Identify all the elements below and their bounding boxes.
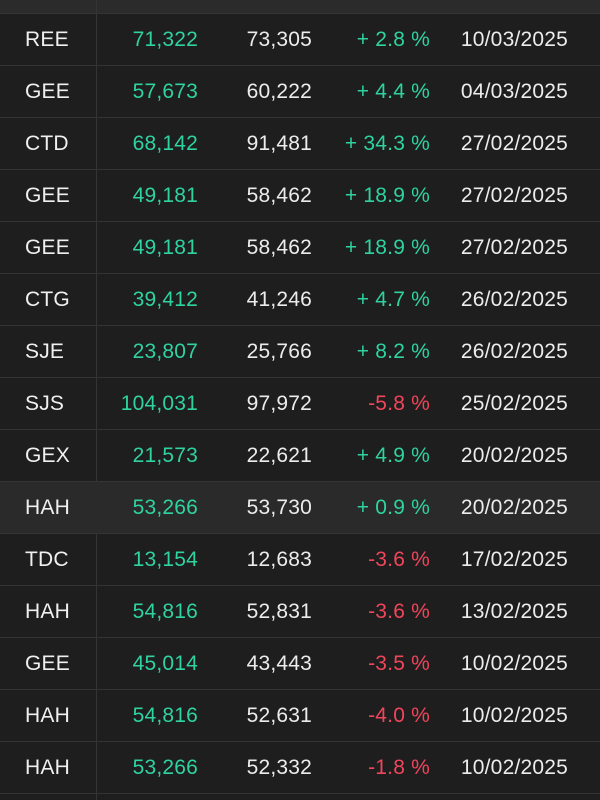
date-cell: 04/03/2025 [460,80,568,103]
date-cell: 26/02/2025 [460,340,568,363]
date-cell: 27/02/2025 [460,236,568,259]
entry-price-cell: 21,573 [132,444,198,467]
date-cell: 17/02/2025 [460,548,568,571]
change-percent-cell: + 4.7 % [356,288,430,311]
ticker-cell: HAH [25,600,70,623]
table-row[interactable]: SJS 104,031 97,972 -5.8 % 25/02/2025 [0,378,600,430]
date-cell: 10/02/2025 [460,652,568,675]
table-row[interactable]: HAH 53,266 52,332 -1.8 % 10/02/2025 [0,742,600,794]
date-cell: 20/02/2025 [460,496,568,519]
entry-price-cell: 68,142 [132,132,198,155]
entry-price-cell: 53,266 [132,496,198,519]
entry-price-cell: 104,031 [120,392,198,415]
table-row[interactable]: REE 71,322 73,305 + 2.8 % 10/03/2025 [0,14,600,66]
ticker-cell: GEE [25,184,70,207]
date-cell: 10/02/2025 [460,756,568,779]
entry-price-cell: 49,181 [132,236,198,259]
date-cell: 25/02/2025 [460,392,568,415]
entry-price-cell: 57,673 [132,80,198,103]
ticker-cell: HAH [25,756,70,779]
ticker-cell: GEE [25,80,70,103]
entry-price-cell: 71,322 [132,28,198,51]
change-percent-cell: + 8.2 % [356,340,430,363]
current-price-cell: 58,462 [246,236,312,259]
table-row[interactable]: SJE 23,807 25,766 + 8.2 % 26/02/2025 [0,326,600,378]
change-percent-cell: + 18.9 % [344,236,430,259]
table-row[interactable]: GEE 57,673 60,222 + 4.4 % 04/03/2025 [0,66,600,118]
change-percent-cell: + 4.9 % [356,444,430,467]
current-price-cell: 52,332 [246,756,312,779]
entry-price-cell: 45,014 [132,652,198,675]
current-price-cell: 52,631 [246,704,312,727]
table-row[interactable]: GEE 49,181 58,462 + 18.9 % 27/02/2025 [0,222,600,274]
ticker-cell: HAH [25,496,70,519]
table-row[interactable]: GEE 45,014 43,443 -3.5 % 10/02/2025 [0,638,600,690]
date-cell: 27/02/2025 [460,184,568,207]
ticker-cell: GEX [25,444,70,467]
ticker-cell: REE [25,28,69,51]
change-percent-cell: + 18.9 % [344,184,430,207]
ticker-cell: GEE [25,652,70,675]
current-price-cell: 25,766 [246,340,312,363]
change-percent-cell: -3.6 % [368,600,430,623]
entry-price-cell: 54,816 [132,600,198,623]
entry-price-cell: 23,807 [132,340,198,363]
date-cell: 27/02/2025 [460,132,568,155]
ticker-cell: HAH [25,704,70,727]
ticker-cell: CTG [25,288,70,311]
current-price-cell: 91,481 [246,132,312,155]
change-percent-cell: -3.6 % [368,548,430,571]
table-row[interactable]: HAH 53,266 53,730 + 0.9 % 20/02/2025 [0,482,600,534]
table-row[interactable]: GEX 21,573 22,621 + 4.9 % 20/02/2025 [0,430,600,482]
table-row[interactable]: HAH 54,816 52,631 -4.0 % 10/02/2025 [0,690,600,742]
current-price-cell: 43,443 [246,652,312,675]
current-price-cell: 41,246 [246,288,312,311]
change-percent-cell: -4.0 % [368,704,430,727]
change-percent-cell: -3.5 % [368,652,430,675]
date-cell: 10/03/2025 [460,28,568,51]
current-price-cell: 53,730 [246,496,312,519]
entry-price-cell: 49,181 [132,184,198,207]
table-row[interactable]: CTG 39,412 41,246 + 4.7 % 26/02/2025 [0,274,600,326]
date-cell: 10/02/2025 [460,704,568,727]
current-price-cell: 12,683 [246,548,312,571]
column-divider [96,0,97,800]
table-header-strip [0,0,600,14]
current-price-cell: 58,462 [246,184,312,207]
table-row[interactable]: CTD 68,142 91,481 + 34.3 % 27/02/2025 [0,118,600,170]
current-price-cell: 22,621 [246,444,312,467]
entry-price-cell: 54,816 [132,704,198,727]
ticker-cell: SJE [25,340,65,363]
table-row[interactable]: TDC 13,154 12,683 -3.6 % 17/02/2025 [0,534,600,586]
change-percent-cell: + 4.4 % [356,80,430,103]
change-percent-cell: + 2.8 % [356,28,430,51]
entry-price-cell: 13,154 [132,548,198,571]
ticker-cell: CTD [25,132,69,155]
ticker-cell: SJS [25,392,65,415]
table-row[interactable]: GEE 49,181 58,462 + 18.9 % 27/02/2025 [0,170,600,222]
current-price-cell: 73,305 [246,28,312,51]
current-price-cell: 52,831 [246,600,312,623]
entry-price-cell: 53,266 [132,756,198,779]
change-percent-cell: -5.8 % [368,392,430,415]
change-percent-cell: + 34.3 % [344,132,430,155]
change-percent-cell: -1.8 % [368,756,430,779]
date-cell: 13/02/2025 [460,600,568,623]
table-row[interactable]: HAH 54,816 52,831 -3.6 % 13/02/2025 [0,586,600,638]
table-body: REE 71,322 73,305 + 2.8 % 10/03/2025 GEE… [0,14,600,794]
ticker-cell: TDC [25,548,69,571]
date-cell: 20/02/2025 [460,444,568,467]
entry-price-cell: 39,412 [132,288,198,311]
current-price-cell: 97,972 [246,392,312,415]
ticker-cell: GEE [25,236,70,259]
change-percent-cell: + 0.9 % [356,496,430,519]
current-price-cell: 60,222 [246,80,312,103]
date-cell: 26/02/2025 [460,288,568,311]
